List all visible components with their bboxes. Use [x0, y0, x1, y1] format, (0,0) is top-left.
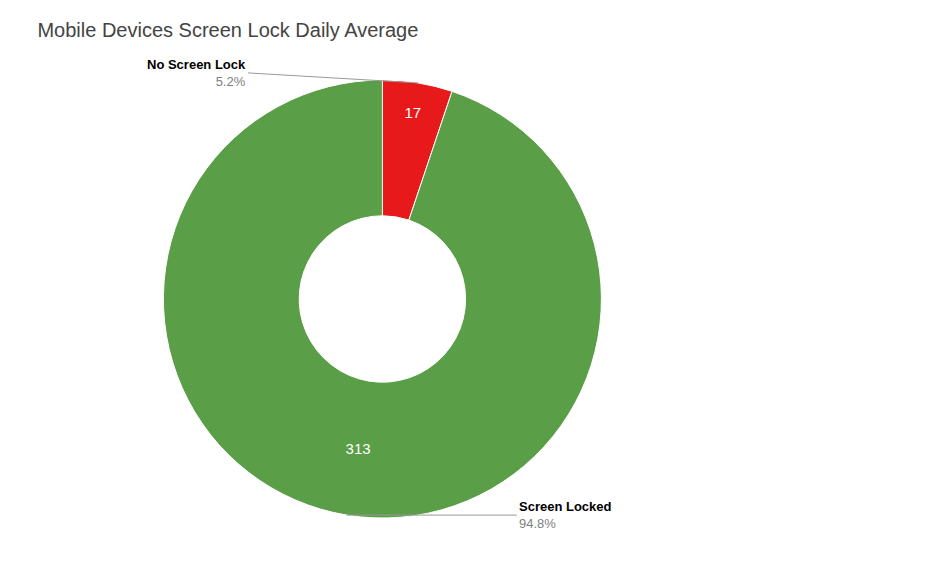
svg-text:Mobile Devices Screen Lock Dai: Mobile Devices Screen Lock Daily Average [37, 19, 418, 41]
svg-text:No Screen Lock5.2%: No Screen Lock5.2% [147, 57, 246, 89]
svg-text:Screen Locked94.8%: Screen Locked94.8% [519, 499, 612, 531]
svg-text:313: 313 [346, 440, 371, 457]
svg-text:17: 17 [404, 104, 421, 121]
